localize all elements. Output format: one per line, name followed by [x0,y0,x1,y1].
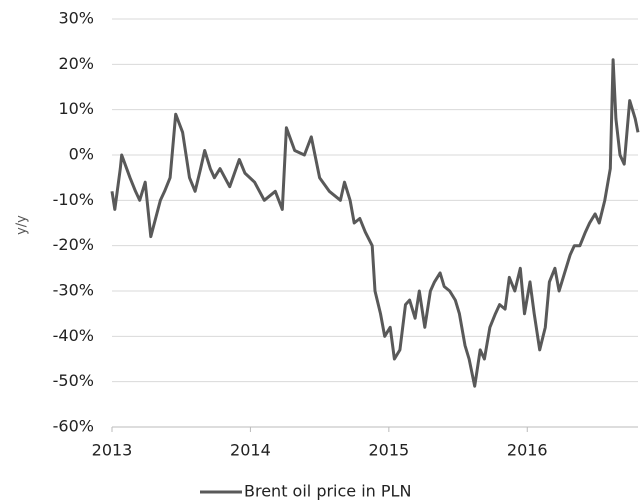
y-tick-label: 0% [69,145,94,164]
legend-label: Brent oil price in PLN [244,482,411,501]
x-tick-label: 2014 [230,441,271,460]
y-tick-label: -30% [53,281,94,300]
y-axis-label: y/y [15,215,30,235]
y-tick-label: 10% [58,99,94,118]
x-tick-label: 2016 [507,441,548,460]
y-tick-label: -10% [53,190,94,209]
y-tick-label: 30% [58,9,94,28]
y-tick-label: -40% [53,326,94,345]
y-tick-label: -50% [53,371,94,390]
y-tick-label: -20% [53,235,94,254]
data-line [110,58,640,388]
y-tick-label: 20% [58,54,94,73]
y-tick-label: -60% [53,417,94,436]
x-tick-label: 2015 [368,441,409,460]
x-tick-label: 2013 [92,441,133,460]
